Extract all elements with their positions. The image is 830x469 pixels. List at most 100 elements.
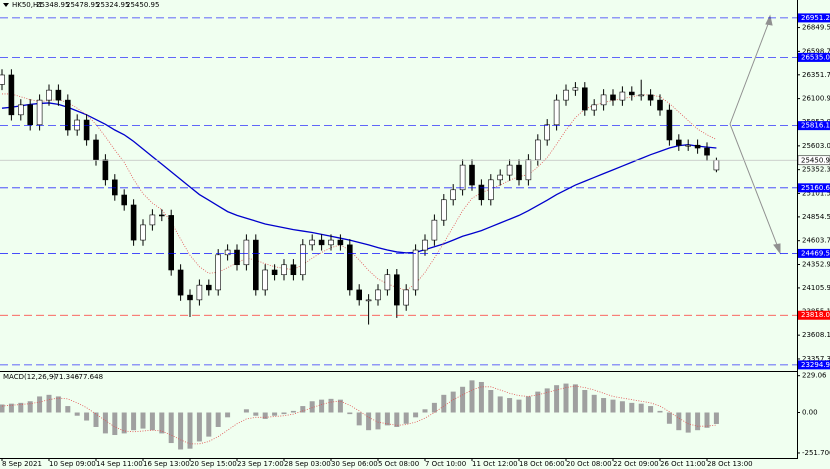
macd-bar (102, 412, 108, 434)
x-tick-label: 30 Sep 06:00 (331, 460, 378, 468)
candle-body (121, 194, 127, 206)
candle-body (215, 254, 221, 291)
projection-arrows (729, 14, 781, 255)
x-tick-label: 23 Sep 17:00 (237, 460, 284, 468)
macd-bar (384, 412, 390, 426)
candle-body (525, 159, 532, 181)
x-tick-label: 22 Oct 09:00 (613, 460, 659, 468)
candle-body (337, 239, 344, 246)
level-label: 24469.58 (801, 249, 830, 257)
candle-body (506, 164, 513, 176)
macd-bar (55, 396, 61, 413)
candle-body (610, 94, 616, 101)
macd-bar (460, 386, 466, 413)
candle-body (591, 104, 598, 111)
macd-bar (554, 385, 560, 413)
macd-bar (272, 412, 278, 416)
macd-bar (413, 412, 419, 418)
y-tick-label: -251.706 (802, 449, 830, 457)
macd-bar (648, 406, 654, 413)
x-tick-label: 20 Oct 08:00 (566, 460, 612, 468)
candle-body (224, 249, 231, 256)
candle-body (74, 119, 80, 131)
candle-body (168, 215, 174, 271)
candle-body (262, 269, 269, 291)
macd-bar (638, 403, 644, 413)
candle-body (553, 99, 560, 126)
macd-bar (629, 402, 635, 413)
macd-bar (159, 412, 165, 434)
candle-body (140, 224, 146, 241)
candle-body (497, 174, 504, 181)
macd-bar (450, 391, 456, 413)
candle-body (318, 239, 325, 246)
candle-body (713, 159, 720, 171)
candle-body (102, 159, 109, 181)
macd-bar (8, 403, 14, 413)
macd-bar (403, 412, 409, 424)
macd-bar (347, 412, 353, 415)
candle-body (281, 264, 287, 276)
level-tag (798, 121, 830, 131)
macd-bar (187, 412, 193, 449)
menu-icon[interactable] (3, 3, 9, 7)
macd-bar (713, 412, 719, 424)
candle-body (187, 294, 193, 301)
macd-bar (131, 412, 137, 431)
candle-body (685, 144, 692, 147)
macd-bar (601, 398, 607, 413)
candle-body (93, 139, 99, 161)
macd-bar (525, 396, 531, 413)
candle-body (393, 274, 400, 306)
price-label: 25450.95 (801, 156, 830, 164)
candle-body (675, 139, 682, 146)
macd-bar (516, 399, 522, 413)
level-label: 26535.00 (801, 53, 830, 61)
x-tick-label: 16 Sep 13:00 (143, 460, 190, 468)
level-label: 23294.97 (801, 361, 830, 369)
candle-body (149, 214, 156, 226)
macd-bar (300, 406, 306, 413)
level-tag (798, 248, 830, 258)
candle-body (478, 184, 485, 201)
candle-body (36, 99, 43, 126)
macd-bar (441, 394, 447, 413)
y-tick-label: 25603.00 (802, 142, 830, 150)
arrow-up (729, 18, 771, 125)
candle-body (271, 269, 278, 276)
signal-line (1, 385, 717, 445)
candle-body (459, 164, 466, 191)
x-tick-label: 26 Oct 11:00 (660, 460, 706, 468)
x-tick-label: 20 Sep 15:00 (190, 460, 237, 468)
candle-body (346, 244, 353, 291)
y-tick-label: 23357.30 (802, 355, 830, 363)
candle-body (365, 299, 372, 302)
macd-bar (309, 401, 315, 413)
y-tick-label: 24105.90 (802, 284, 830, 292)
level-tag (798, 310, 830, 320)
macd-bar (290, 410, 296, 413)
macd-bar (488, 390, 494, 413)
macd-value: -71.346 (52, 373, 80, 381)
candle-body (657, 99, 663, 111)
y-tick-label: 24352.90 (802, 260, 830, 268)
y-tick-label: 26849.50 (802, 24, 830, 32)
macd-bar (93, 412, 99, 427)
candle-body (422, 239, 428, 251)
candle-body (412, 249, 419, 291)
level-tag (798, 360, 830, 370)
x-tick-label: 18 Oct 06:00 (519, 460, 565, 468)
x-tick-label: 5 Oct 08:00 (378, 460, 419, 468)
macd-bar (215, 412, 221, 427)
signal-value: -77.648 (76, 373, 103, 381)
macd-bar (112, 412, 118, 436)
macd-bar (704, 412, 710, 428)
candle-body (487, 179, 494, 201)
x-tick-label: 28 Sep 03:00 (284, 460, 331, 468)
level-label: 23818.00 (801, 311, 830, 319)
macd-bar (37, 396, 43, 413)
ohlc-close: 25450.95 (126, 1, 159, 9)
